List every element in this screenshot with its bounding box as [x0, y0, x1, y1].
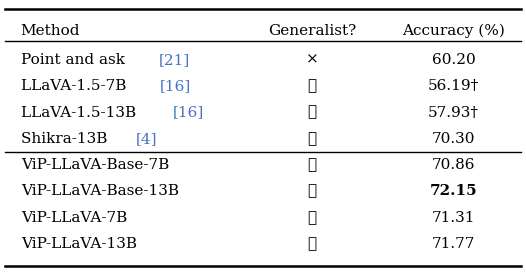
Text: 70.30: 70.30 [432, 132, 476, 146]
Text: ViP-LLaVA-13B: ViP-LLaVA-13B [21, 237, 137, 251]
Text: Method: Method [21, 24, 80, 38]
Text: ViP-LLaVA-Base-7B: ViP-LLaVA-Base-7B [21, 158, 169, 172]
Text: Generalist?: Generalist? [268, 24, 356, 38]
Text: 57.93†: 57.93† [428, 106, 479, 119]
Text: ✓: ✓ [307, 79, 317, 93]
Text: 71.77: 71.77 [432, 237, 476, 251]
Text: ✓: ✓ [307, 211, 317, 225]
Text: 56.19†: 56.19† [428, 79, 479, 93]
Text: [4]: [4] [136, 132, 158, 146]
Text: ✓: ✓ [307, 132, 317, 146]
Text: ✓: ✓ [307, 237, 317, 251]
Text: ✓: ✓ [307, 158, 317, 172]
Text: Shikra-13B: Shikra-13B [21, 132, 112, 146]
Text: ×: × [306, 53, 318, 67]
Text: Point and ask: Point and ask [21, 53, 129, 67]
Text: LLaVA-1.5-13B: LLaVA-1.5-13B [21, 106, 141, 119]
Text: 60.20: 60.20 [432, 53, 476, 67]
Text: 71.31: 71.31 [432, 211, 476, 225]
Text: ViP-LLaVA-7B: ViP-LLaVA-7B [21, 211, 127, 225]
Text: [21]: [21] [158, 53, 190, 67]
Text: ✓: ✓ [307, 184, 317, 199]
Text: ViP-LLaVA-Base-13B: ViP-LLaVA-Base-13B [21, 184, 179, 199]
Text: ✓: ✓ [307, 106, 317, 119]
Text: [16]: [16] [160, 79, 191, 93]
Text: [16]: [16] [173, 106, 204, 119]
Text: Accuracy (%): Accuracy (%) [402, 23, 505, 38]
Text: 70.86: 70.86 [432, 158, 476, 172]
Text: LLaVA-1.5-7B: LLaVA-1.5-7B [21, 79, 131, 93]
Text: 72.15: 72.15 [430, 184, 478, 199]
